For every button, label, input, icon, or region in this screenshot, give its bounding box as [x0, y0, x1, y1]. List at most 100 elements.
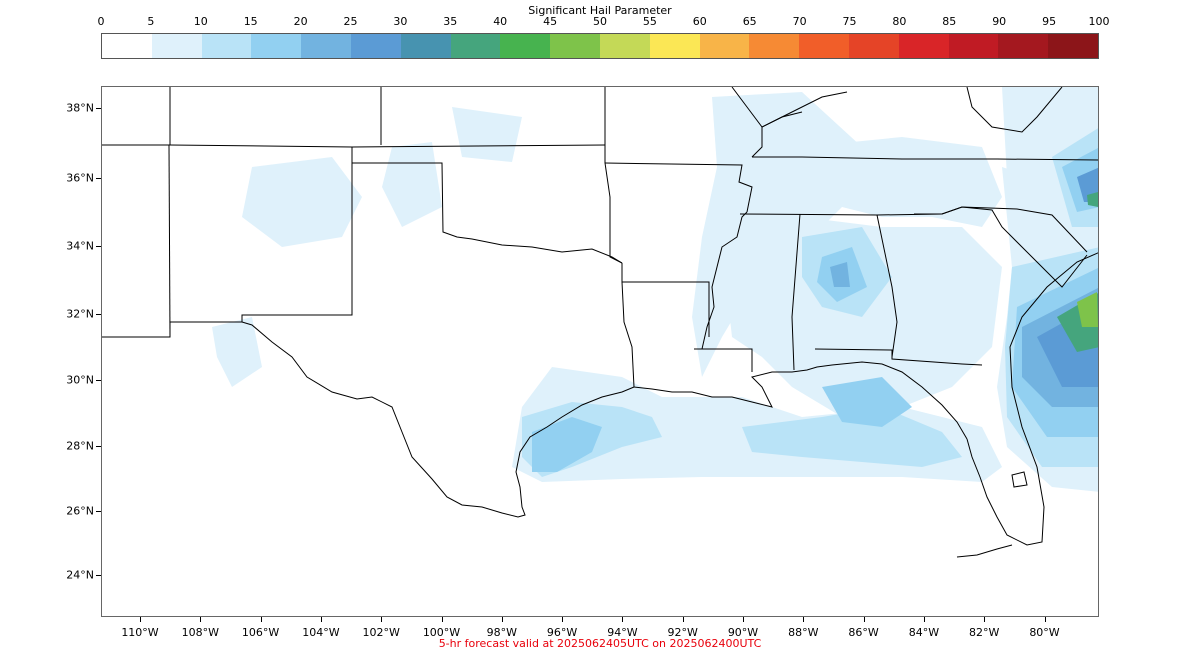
colorbar-tick-label: 100	[1088, 15, 1110, 28]
longitude-label: 108°W	[181, 626, 219, 639]
forecast-valid-text: 5-hr forecast valid at 2025062405UTC on …	[438, 637, 762, 650]
colorbar-tick-label: 20	[293, 15, 308, 28]
colorbar-tick-label: 50	[593, 15, 607, 28]
longitude-tick	[863, 617, 865, 622]
longitude-label: 90°W	[727, 626, 759, 639]
border-nm-tx	[241, 147, 353, 322]
border-nm-south	[102, 321, 242, 338]
colorbar	[101, 33, 1099, 59]
longitude-label: 84°W	[908, 626, 940, 639]
border-mo-ar	[604, 162, 753, 213]
latitude-tick	[96, 575, 101, 576]
colorbar-title: Significant Hail Parameter	[528, 4, 672, 17]
colorbar-tick-label: 75	[842, 15, 857, 28]
colorbar-segment	[550, 34, 600, 58]
coast-florida	[966, 252, 1098, 546]
longitude-label: 110°W	[121, 626, 159, 639]
longitude-tick	[320, 617, 322, 622]
hail-parameter-field	[212, 87, 1098, 492]
colorbar-tick-label: 55	[642, 15, 657, 28]
colorbar-segment	[848, 34, 899, 58]
colorbar-tick-label: 85	[942, 15, 957, 28]
colorbar-tick-label: 95	[1042, 15, 1057, 28]
colorbar-segment	[301, 34, 351, 58]
longitude-label: 82°W	[969, 626, 1000, 639]
latitude-tick	[96, 446, 101, 447]
longitude-tick	[381, 617, 383, 622]
colorbar-tick-label: 60	[692, 15, 707, 28]
colorbar-tick-label: 65	[742, 15, 757, 28]
latitude-label: 32°N	[66, 307, 94, 321]
colorbar-segment	[898, 34, 949, 58]
latitude-tick	[96, 246, 101, 247]
longitude-tick	[441, 617, 443, 622]
field-level4-region	[830, 262, 850, 287]
latitude-label: 38°N	[66, 101, 94, 115]
border-nc-sc	[914, 206, 1088, 253]
longitude-label: 80°W	[1029, 626, 1060, 639]
colorbar-tick-label: 35	[443, 15, 458, 28]
colorbar-tick-label: 10	[193, 15, 208, 28]
colorbar-segment	[350, 34, 401, 58]
latitude-label: 30°N	[66, 373, 94, 387]
field-level3-region	[822, 377, 912, 427]
longitude-label: 100°W	[422, 626, 461, 639]
longitude-label: 92°W	[667, 626, 698, 639]
colorbar-tick-label: 40	[493, 15, 508, 28]
field-level1-region	[452, 107, 522, 162]
latitude-label: 24°N	[66, 568, 94, 582]
border-ks-ok	[351, 144, 606, 148]
longitude-tick	[743, 617, 744, 622]
longitude-tick	[260, 617, 262, 622]
field-level1-region	[212, 317, 262, 387]
colorbar-tick-label: 80	[892, 15, 907, 28]
border-tx-panhandle	[352, 162, 623, 264]
colorbar-segment	[948, 34, 999, 58]
longitude-tick	[200, 617, 202, 622]
border-al-fl	[814, 348, 983, 366]
colorbar-segment	[102, 34, 152, 58]
longitude-tick	[1044, 617, 1046, 622]
colorbar-segment	[251, 34, 302, 58]
border-ar-la	[621, 263, 710, 337]
border-nc-va	[752, 156, 1098, 161]
colorbar-segment	[749, 34, 800, 58]
longitude-label: 98°W	[486, 626, 517, 639]
border-ok-ar	[604, 87, 623, 264]
colorbar-segment	[400, 34, 451, 58]
longitude-label: 88°W	[788, 626, 819, 639]
longitude-label: 104°W	[302, 626, 340, 639]
field-level1-region	[382, 142, 442, 227]
latitude-label: 34°N	[66, 239, 94, 253]
colorbar-tick-label: 25	[343, 15, 358, 28]
colorbar-segment	[201, 34, 252, 58]
border-co-nm	[169, 144, 353, 148]
longitude-tick	[682, 617, 684, 622]
longitude-label: 96°W	[546, 626, 578, 639]
latitude-label: 28°N	[66, 439, 94, 453]
lake-okeechobee	[1011, 471, 1028, 488]
longitude-label: 102°W	[362, 626, 400, 639]
latitude-label: 26°N	[66, 504, 94, 518]
latitude-tick	[96, 511, 101, 512]
border-az-nm	[102, 87, 171, 146]
border-la-ms	[694, 348, 753, 372]
longitude-tick	[562, 617, 564, 622]
latitude-tick	[96, 108, 101, 109]
longitude-label: 106°W	[241, 626, 280, 639]
longitude-tick	[923, 617, 925, 622]
colorbar-tick-label: 70	[792, 15, 807, 28]
longitude-label: 86°W	[848, 626, 879, 639]
border-az-nm-line	[168, 144, 171, 338]
field-level3-region	[532, 417, 602, 472]
border-ohio-river	[731, 87, 848, 128]
colorbar-segment	[599, 34, 650, 58]
colorbar-tick-label: 45	[543, 15, 558, 28]
border-tx-la	[621, 281, 635, 388]
colorbar-segment	[699, 34, 750, 58]
map-svg	[102, 87, 1098, 558]
coast-texas	[241, 321, 635, 518]
longitude-label: 94°W	[607, 626, 638, 639]
latitude-label: 36°N	[66, 171, 94, 185]
latitude-tick	[96, 178, 101, 179]
